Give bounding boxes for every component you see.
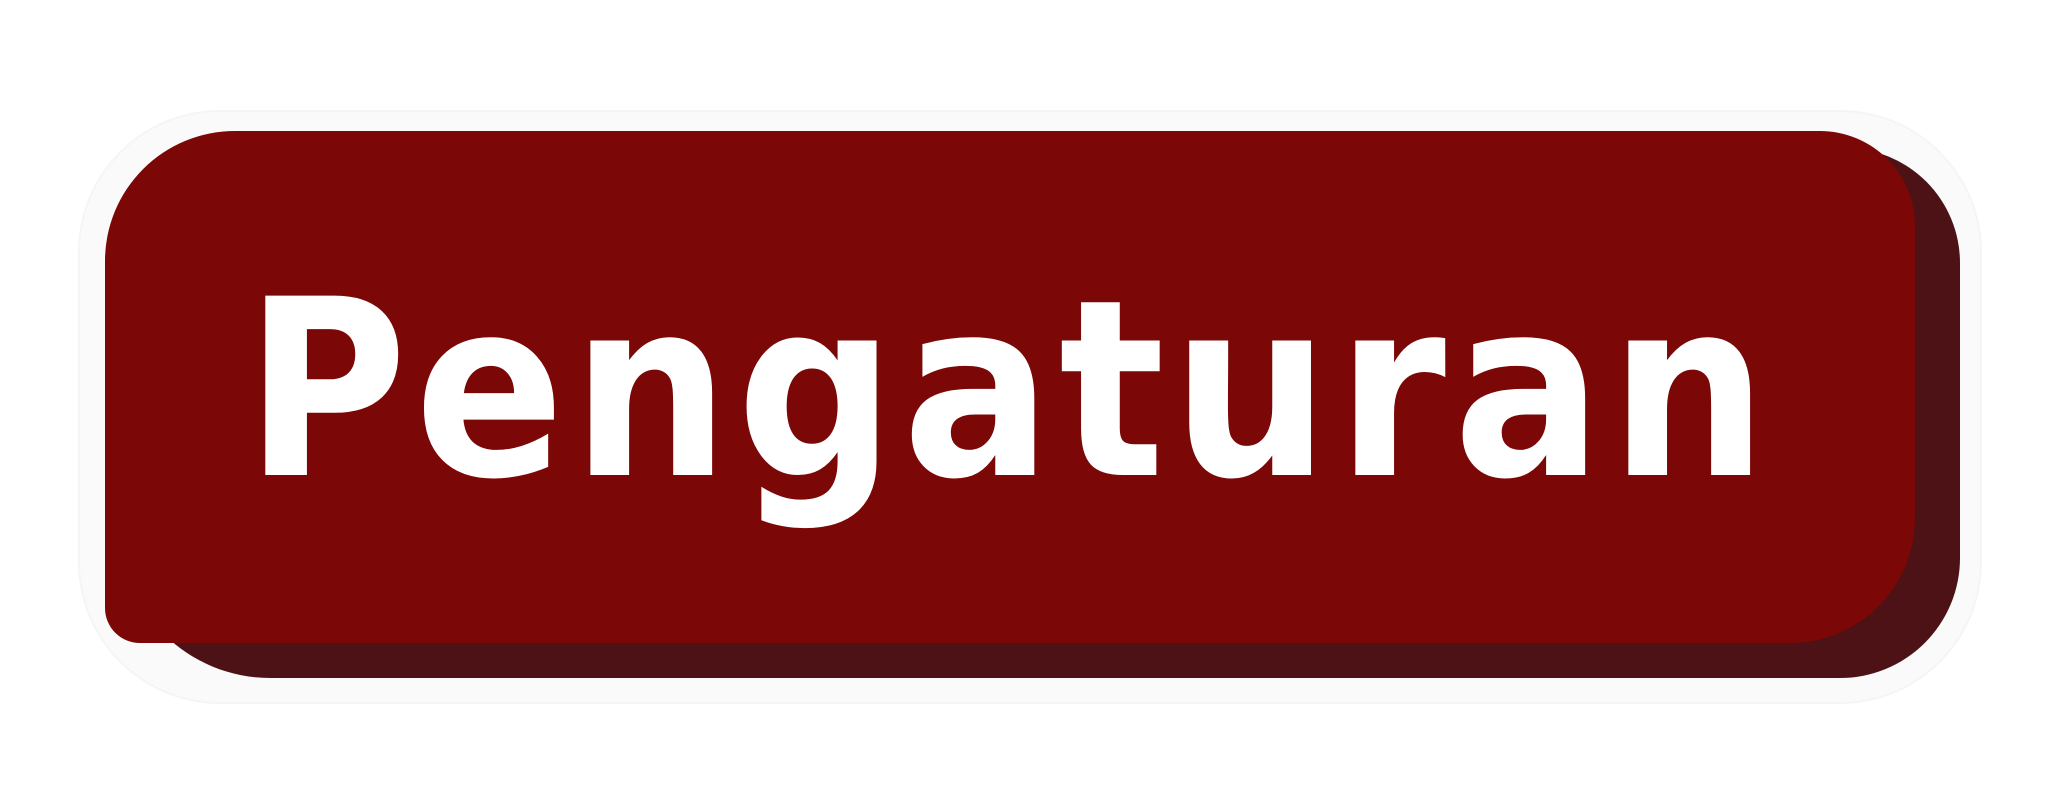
settings-button-label: Pengaturan <box>245 248 1775 534</box>
settings-button[interactable]: Pengaturan <box>105 131 1915 643</box>
